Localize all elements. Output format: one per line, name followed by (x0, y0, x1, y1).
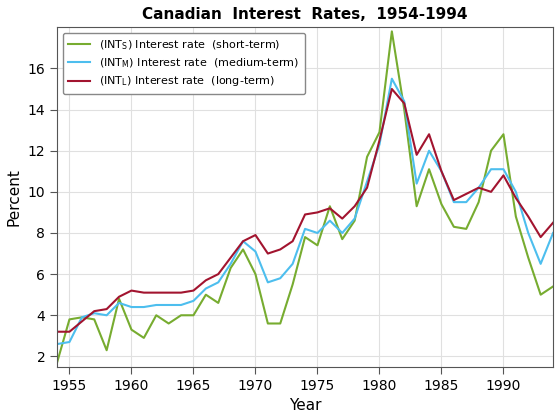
Title: Canadian  Interest  Rates,  1954-1994: Canadian Interest Rates, 1954-1994 (142, 7, 468, 22)
Y-axis label: Percent: Percent (7, 168, 22, 226)
Legend: (INT$_\mathregular{S}$) Interest rate  (short-term), (INT$_\mathregular{M}$) Int: (INT$_\mathregular{S}$) Interest rate (s… (63, 33, 305, 94)
X-axis label: Year: Year (289, 398, 321, 413)
